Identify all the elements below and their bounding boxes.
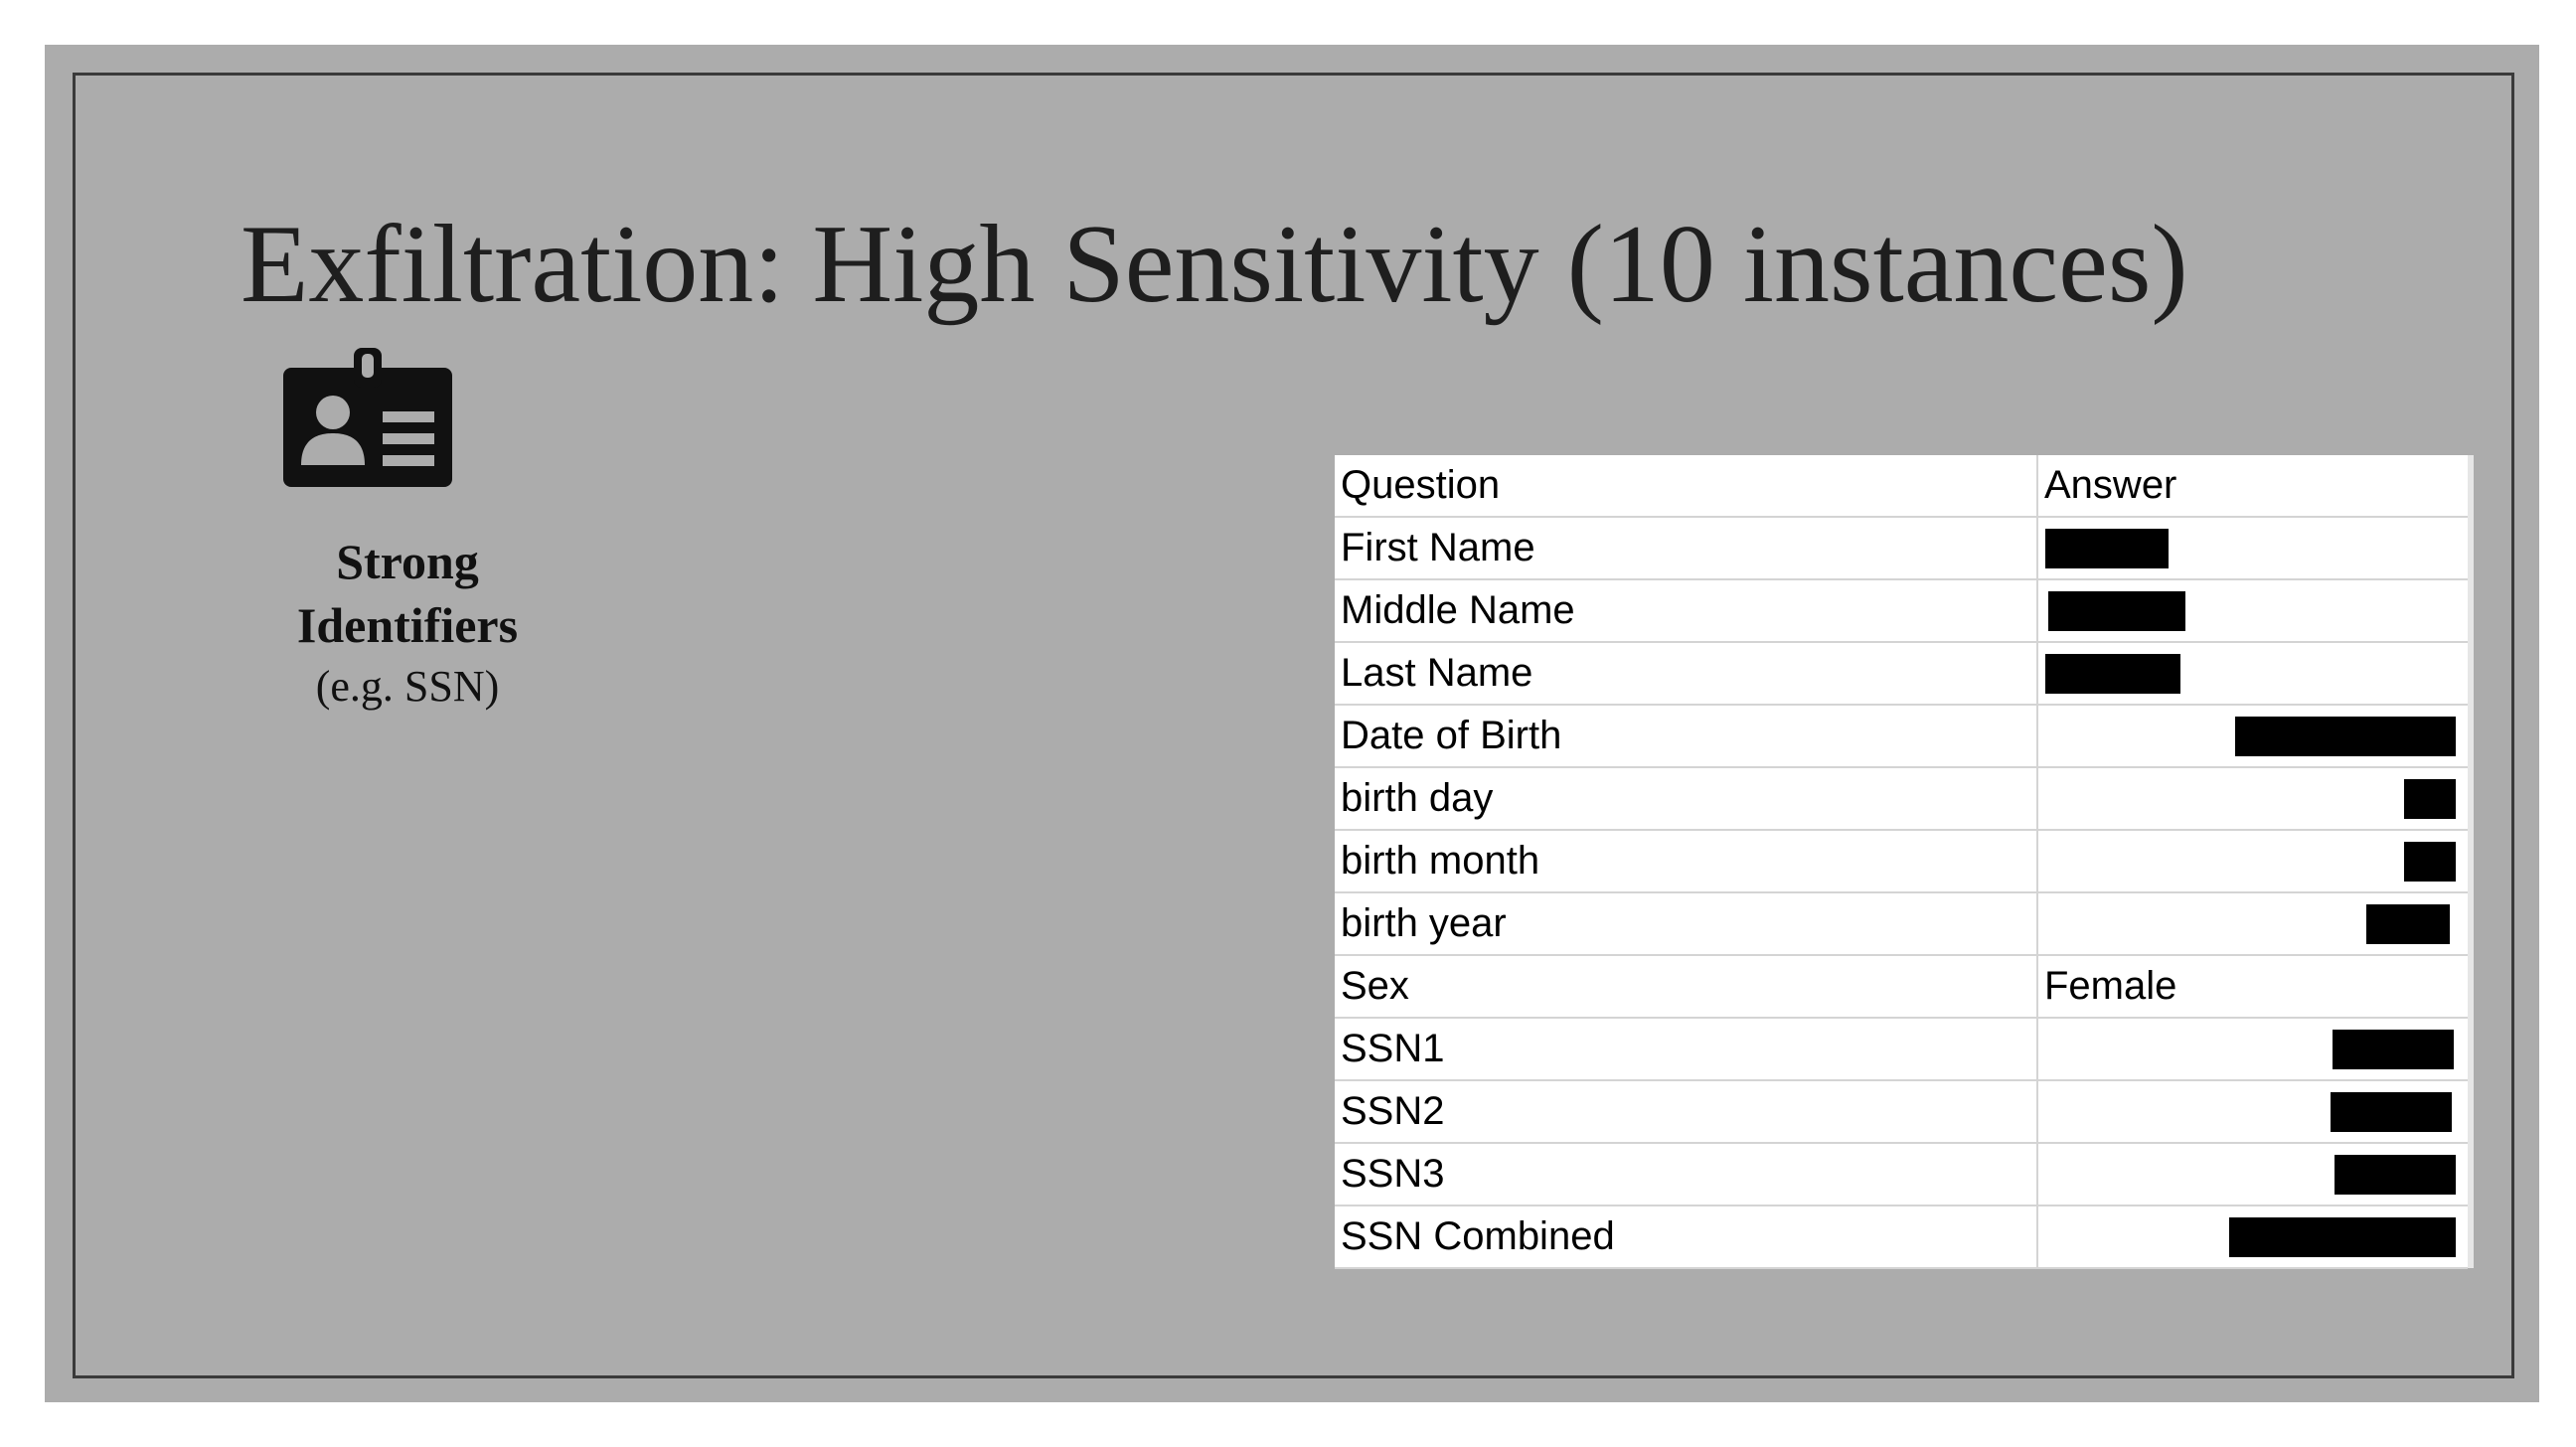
answer-cell <box>2037 830 2468 893</box>
table-row: SSN3 <box>1335 1143 2468 1206</box>
question-cell: Sex <box>1335 955 2038 1019</box>
table-row: SSN Combined <box>1335 1206 2468 1269</box>
answer-cell <box>2037 517 2468 580</box>
table-header-row: Question Answer <box>1335 455 2468 518</box>
redaction-block <box>2404 779 2456 819</box>
table-row: First Name <box>1335 517 2468 580</box>
question-cell: birth day <box>1335 767 2038 831</box>
redaction-block <box>2045 529 2169 568</box>
answer-cell <box>2037 1018 2468 1081</box>
redaction-block <box>2366 904 2450 944</box>
question-cell: Last Name <box>1335 642 2038 706</box>
table-row: Sex Female <box>1335 955 2468 1019</box>
icon-caption: Strong Identifiers (e.g. SSN) <box>199 530 616 717</box>
redaction-block <box>2235 717 2456 756</box>
question-cell: SSN2 <box>1335 1080 2038 1144</box>
table-row: birth day <box>1335 767 2468 831</box>
answer-cell <box>2037 892 2468 956</box>
answer-cell <box>2037 642 2468 706</box>
question-cell: SSN1 <box>1335 1018 2038 1081</box>
slide-title: Exfiltration: High Sensitivity (10 insta… <box>241 203 2188 326</box>
question-cell: First Name <box>1335 517 2038 580</box>
slide: Exfiltration: High Sensitivity (10 insta… <box>45 45 2539 1402</box>
id-badge-icon <box>283 348 452 487</box>
question-cell: SSN Combined <box>1335 1206 2038 1269</box>
question-cell: birth month <box>1335 830 2038 893</box>
answer-cell <box>2037 1206 2468 1269</box>
redaction-block <box>2333 1030 2454 1069</box>
answer-cell: Female <box>2037 955 2468 1019</box>
answer-cell <box>2037 579 2468 643</box>
table-row: birth year <box>1335 892 2468 956</box>
question-cell: Middle Name <box>1335 579 2038 643</box>
caption-strong-line2: Identifiers <box>296 597 519 653</box>
spreadsheet-excerpt: Question Answer First Name Middle Name L… <box>1335 455 2474 1269</box>
redaction-block <box>2048 591 2185 631</box>
question-cell: birth year <box>1335 892 2038 956</box>
redaction-block <box>2045 654 2180 694</box>
redaction-block <box>2229 1217 2456 1257</box>
caption-strong-line1: Strong <box>336 534 479 589</box>
header-answer: Answer <box>2037 455 2468 518</box>
table-row: Date of Birth <box>1335 705 2468 768</box>
table-row: birth month <box>1335 830 2468 893</box>
slide-frame <box>73 73 2514 1378</box>
question-cell: Date of Birth <box>1335 705 2038 768</box>
table-row: SSN2 <box>1335 1080 2468 1144</box>
question-answer-table: Question Answer First Name Middle Name L… <box>1335 455 2468 1269</box>
table-row: Middle Name <box>1335 579 2468 643</box>
answer-cell <box>2037 767 2468 831</box>
redaction-block <box>2334 1155 2456 1195</box>
answer-cell <box>2037 1143 2468 1206</box>
header-question: Question <box>1335 455 2038 518</box>
answer-cell <box>2037 1080 2468 1144</box>
answer-cell <box>2037 705 2468 768</box>
redaction-block <box>2404 842 2456 882</box>
table-row: Last Name <box>1335 642 2468 706</box>
question-cell: SSN3 <box>1335 1143 2038 1206</box>
table-row: SSN1 <box>1335 1018 2468 1081</box>
caption-example: (e.g. SSN) <box>315 662 500 711</box>
redaction-block <box>2331 1092 2452 1132</box>
